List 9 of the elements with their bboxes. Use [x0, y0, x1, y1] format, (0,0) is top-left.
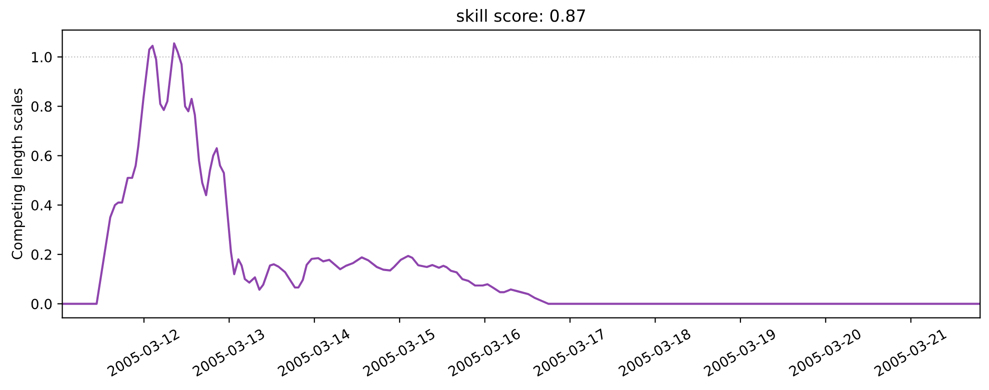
y-tick-label: 0.0: [31, 298, 52, 310]
y-tick-label: 0.8: [31, 101, 52, 112]
chart-title: skill score: 0.87: [456, 9, 585, 22]
y-tick-label: 1.0: [32, 52, 52, 62]
y-axis-title: Competing length scales: [12, 88, 25, 260]
y-tick-label: 0.6: [31, 150, 52, 162]
y-tick-label: 0.2: [31, 249, 52, 260]
line-series: [62, 42, 980, 305]
y-tick-label: 0.4: [31, 200, 52, 211]
